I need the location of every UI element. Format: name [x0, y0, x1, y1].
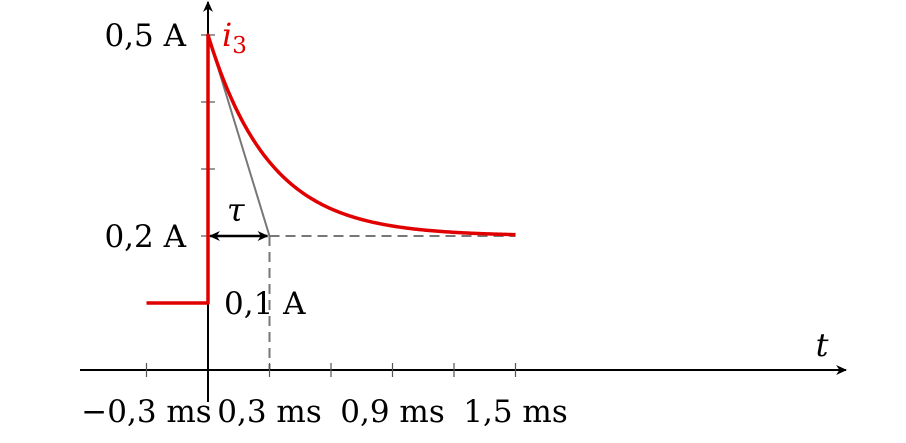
y-tick-label: 0,2 A — [104, 219, 186, 255]
series-i3-line — [146, 33, 516, 305]
series-label: i3 — [222, 16, 247, 59]
y-tick-label: 0,5 A — [104, 18, 186, 54]
series-label-main: i — [222, 16, 232, 54]
x-axis-label: t — [816, 326, 829, 364]
series-label-sub: 3 — [232, 33, 247, 59]
x-tick-label: −0,3 ms — [81, 394, 211, 430]
tick-marks — [145, 34, 517, 377]
x-tick-label: 0,9 ms — [340, 394, 444, 430]
labels: −0,3 ms 0,3 ms 0,9 ms 1,5 ms 0,5 A 0,2 A 0,1 A… — [81, 16, 828, 430]
x-tick-label: 1,5 ms — [463, 394, 567, 430]
series-lines — [146, 33, 516, 305]
x-tick-label: 0,3 ms — [217, 394, 321, 430]
axes — [80, 0, 848, 402]
tau-label: τ — [227, 191, 246, 229]
low-level-label: 0,1 A — [224, 286, 306, 322]
